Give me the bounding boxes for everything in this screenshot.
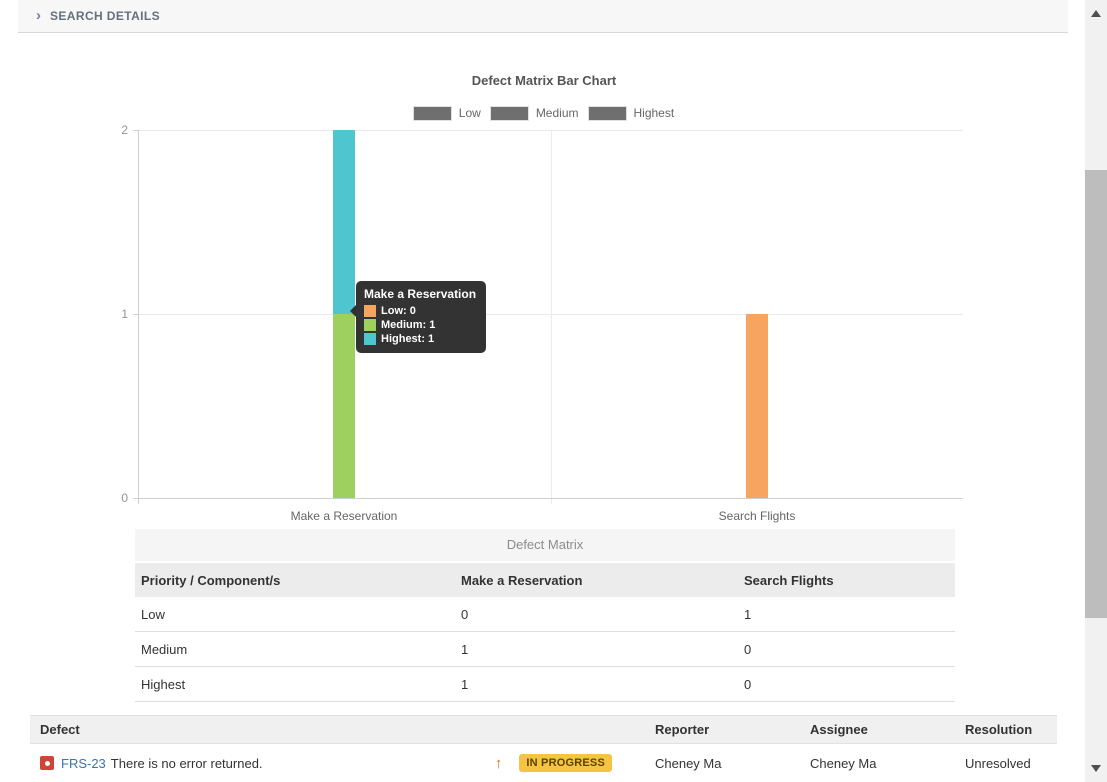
legend-swatch-icon bbox=[412, 105, 452, 121]
cell-assignee: Cheney Ma bbox=[810, 755, 877, 771]
cell-value: 1 bbox=[744, 606, 752, 622]
cell-reporter: Cheney Ma bbox=[655, 755, 722, 771]
x-axis-line bbox=[138, 498, 963, 499]
header-defect: Defect bbox=[40, 722, 80, 737]
legend-item-low[interactable]: Low bbox=[412, 105, 481, 121]
chart-legend: Low Medium Highest bbox=[0, 105, 1088, 121]
legend-swatch-icon bbox=[489, 105, 529, 121]
bar-segment-highest[interactable] bbox=[333, 130, 355, 314]
legend-swatch-icon bbox=[587, 105, 627, 121]
bug-icon bbox=[40, 756, 54, 770]
search-details-label: SEARCH DETAILS bbox=[50, 9, 161, 23]
low-swatch-icon bbox=[364, 305, 376, 317]
cell-value: 0 bbox=[744, 641, 752, 657]
table-caption: Defect Matrix bbox=[135, 529, 955, 561]
scroll-down-icon[interactable] bbox=[1091, 765, 1101, 772]
cell-priority: Highest bbox=[141, 676, 186, 692]
scrollbar-thumb[interactable] bbox=[1085, 170, 1107, 618]
y-tick-label: 1 bbox=[121, 307, 128, 321]
tooltip-item-low: Low: 0 bbox=[364, 305, 476, 317]
header-make-a-reservation: Make a Reservation bbox=[461, 572, 583, 588]
cell-resolution: Unresolved bbox=[965, 755, 1031, 771]
medium-swatch-icon bbox=[364, 319, 376, 331]
table-row: Highest 1 0 bbox=[135, 667, 955, 702]
header-priority-components: Priority / Component/s bbox=[141, 572, 281, 588]
y-axis-tick bbox=[133, 314, 138, 315]
defect-matrix-table: Defect Matrix Priority / Component/s Mak… bbox=[135, 529, 955, 702]
highest-swatch-icon bbox=[364, 333, 376, 345]
x-category-label: Search Flights bbox=[718, 509, 796, 523]
bar-search-flights[interactable] bbox=[746, 130, 768, 498]
scroll-up-icon[interactable] bbox=[1091, 10, 1101, 17]
table-header-row: Priority / Component/s Make a Reservatio… bbox=[135, 563, 955, 597]
chevron-right-icon: › bbox=[36, 6, 41, 24]
header-resolution: Resolution bbox=[965, 722, 1033, 737]
y-axis-tick bbox=[133, 498, 138, 499]
tooltip-item-medium: Medium: 1 bbox=[364, 319, 476, 331]
y-axis-line bbox=[138, 130, 139, 504]
gridline bbox=[138, 130, 963, 131]
cell-value: 0 bbox=[461, 606, 469, 622]
tooltip-item-highest: Highest: 1 bbox=[364, 333, 476, 345]
table-row: Low 0 1 bbox=[135, 597, 955, 632]
table-header-row: Defect Reporter Assignee Resolution bbox=[30, 715, 1057, 744]
issue-key-link[interactable]: FRS-23 bbox=[61, 755, 106, 771]
header-search-flights: Search Flights bbox=[744, 572, 834, 588]
gridline-vertical bbox=[551, 130, 552, 504]
bar-segment-low[interactable] bbox=[746, 314, 768, 498]
issue-summary: There is no error returned. bbox=[110, 755, 263, 771]
y-tick-label: 2 bbox=[121, 123, 128, 137]
search-details-toggle[interactable]: › SEARCH DETAILS bbox=[18, 0, 1068, 33]
header-reporter: Reporter bbox=[655, 722, 710, 737]
chart-title: Defect Matrix Bar Chart bbox=[471, 73, 617, 88]
defect-row: FRS-23 There is no error returned. ↑ IN … bbox=[30, 744, 1057, 782]
legend-item-medium[interactable]: Medium bbox=[489, 105, 579, 121]
cell-value: 1 bbox=[461, 641, 469, 657]
vertical-scrollbar[interactable] bbox=[1085, 0, 1107, 782]
status-badge: IN PROGRESS bbox=[519, 754, 612, 772]
cell-defect: FRS-23 There is no error returned. ↑ IN … bbox=[30, 754, 655, 772]
y-axis-tick bbox=[133, 130, 138, 131]
gridline bbox=[138, 314, 963, 315]
cell-priority: Medium bbox=[141, 641, 188, 657]
priority-high-icon: ↑ bbox=[494, 754, 503, 772]
bar-make-a-reservation[interactable] bbox=[333, 130, 355, 498]
y-tick-label: 0 bbox=[121, 491, 128, 505]
cell-value: 0 bbox=[744, 676, 752, 692]
bar-segment-medium[interactable] bbox=[333, 314, 355, 498]
defect-list-table: Defect Reporter Assignee Resolution FRS-… bbox=[30, 715, 1057, 782]
tooltip-title: Make a Reservation bbox=[364, 287, 477, 301]
legend-item-highest[interactable]: Highest bbox=[587, 105, 674, 121]
table-row: Medium 1 0 bbox=[135, 632, 955, 667]
x-category-label: Make a Reservation bbox=[290, 509, 398, 523]
chart-tooltip: Make a Reservation Low: 0 Medium: 1 High… bbox=[349, 281, 487, 353]
header-assignee: Assignee bbox=[810, 722, 868, 737]
cell-value: 1 bbox=[461, 676, 469, 692]
cell-priority: Low bbox=[141, 606, 165, 622]
